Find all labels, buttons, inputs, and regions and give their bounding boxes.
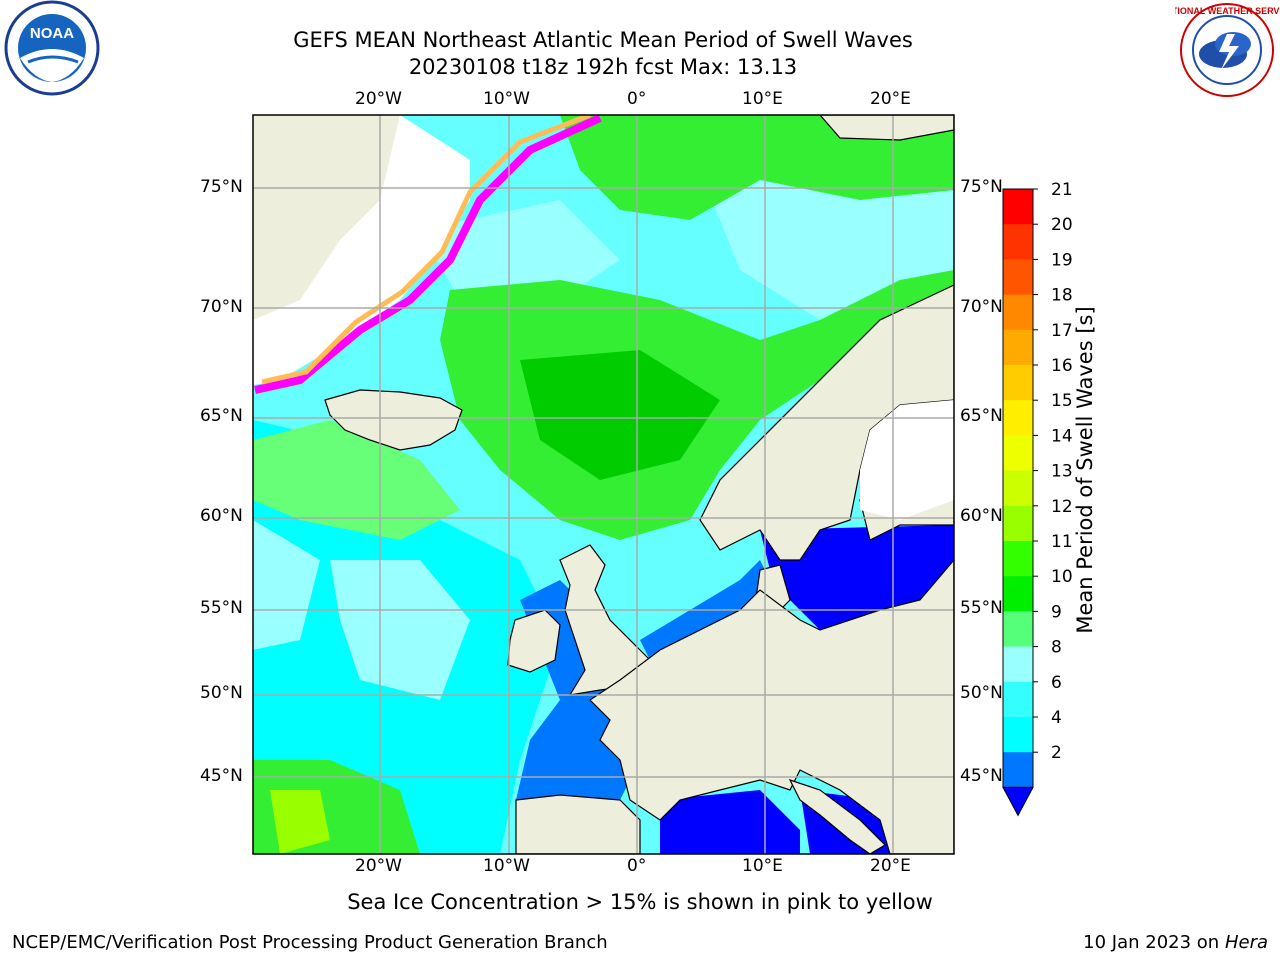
continental-europe-land — [589, 559, 954, 854]
colorbar-segment — [1003, 470, 1033, 507]
colorbar-tick-label: 20 — [1051, 215, 1073, 235]
footer-date: 10 Jan 2023 on — [1083, 932, 1225, 953]
map-graticule — [253, 115, 954, 854]
nws-logo: NATIONAL WEATHER SERVICE — [1175, 3, 1280, 97]
colorbar-segment — [1003, 752, 1033, 788]
colorbar-tick-label: 12 — [1051, 497, 1073, 517]
colorbar-tick-label: 18 — [1051, 286, 1073, 306]
colorbar-tick-label: 19 — [1051, 250, 1073, 270]
lat-label-left-60n: 60°N — [200, 506, 243, 526]
lat-label-right-65n: 65°N — [960, 406, 1003, 426]
lat-label-left-75n: 75°N — [200, 177, 243, 197]
lon-label-top-10e: 10°E — [742, 89, 783, 109]
colorbar-segment — [1003, 329, 1033, 366]
lon-label-top-20e: 20°E — [870, 89, 911, 109]
colorbar-tick-label: 21 — [1051, 180, 1073, 200]
colorbar-extend-arrow — [1002, 786, 1034, 817]
colorbar-segments — [1002, 188, 1034, 817]
lon-label-top-20w: 20°W — [355, 89, 402, 109]
colorbar-frame — [1002, 188, 1034, 788]
footer-left: NCEP/EMC/Verification Post Processing Pr… — [12, 932, 608, 953]
gulf-of-bothnia-ice — [860, 400, 954, 520]
colorbar-ticks: 21 20 19 18 17 16 15 14 13 12 11 10 9 8 6 4 2 — [1033, 180, 1073, 763]
colorbar-tick-label: 10 — [1051, 567, 1073, 587]
colorbar-segment — [1003, 681, 1033, 718]
noaa-logo: NOAA — [4, 0, 100, 96]
colorbar-segment — [1003, 400, 1033, 436]
colorbar-segment — [1003, 646, 1033, 683]
ocean-lightcyan-region-2 — [330, 560, 470, 700]
colorbar-segment — [1003, 505, 1033, 542]
lon-label-bottom-20w: 20°W — [355, 856, 402, 876]
lat-label-left-65n: 65°N — [200, 406, 243, 426]
swell-yellowgreen-southwest — [270, 790, 330, 854]
lon-label-top-10w: 10°W — [483, 89, 530, 109]
lat-label-right-70n: 70°N — [960, 297, 1003, 317]
colorbar-tick-label: 6 — [1051, 673, 1062, 693]
colorbar-segment — [1003, 435, 1033, 472]
lon-label-top-0: 0° — [627, 89, 647, 109]
map-frame — [252, 114, 955, 855]
ocean-lightcyan-region — [253, 520, 320, 650]
swell-lightgreen-west — [253, 420, 460, 540]
lon-label-bottom-10e: 10°E — [742, 856, 783, 876]
lat-label-right-50n: 50°N — [960, 683, 1003, 703]
colorbar-tick-label: 4 — [1051, 708, 1062, 728]
lon-label-bottom-20e: 20°E — [870, 856, 911, 876]
lon-label-bottom-10w: 10°W — [483, 856, 530, 876]
lat-label-left-50n: 50°N — [200, 683, 243, 703]
lat-label-left-70n: 70°N — [200, 297, 243, 317]
sea-ice-edge-yellow — [261, 115, 591, 385]
italy-land — [788, 778, 886, 854]
colorbar-tick-label: 17 — [1051, 321, 1073, 341]
lon-label-bottom-0: 0° — [627, 856, 647, 876]
footer-right: 10 Jan 2023 on Hera — [1083, 932, 1268, 953]
colorbar-segment — [1003, 189, 1033, 225]
colorbar-tick-label: 8 — [1051, 638, 1062, 658]
colorbar-tick-label: 15 — [1051, 391, 1073, 411]
sea-ice-edge-pink — [254, 115, 602, 394]
colorbar-label: Mean Period of Swell Waves [s] — [1073, 306, 1097, 634]
colorbar-segment — [1003, 611, 1033, 648]
noaa-logo-text: NOAA — [30, 25, 74, 42]
colorbar-tick-label: 2 — [1051, 743, 1062, 763]
colorbar-segment — [1003, 294, 1033, 331]
colorbar-segment — [1003, 541, 1033, 577]
svalbard-land — [819, 115, 954, 141]
greenland-land — [253, 115, 400, 320]
lat-label-right-60n: 60°N — [960, 506, 1003, 526]
colorbar-segment — [1003, 365, 1033, 401]
colorbar-segment — [1003, 717, 1033, 753]
iberia-land — [515, 794, 641, 854]
lat-label-right-75n: 75°N — [960, 177, 1003, 197]
baltic-blue — [760, 525, 954, 630]
iceland-land — [324, 389, 463, 451]
lat-label-left-45n: 45°N — [200, 766, 243, 786]
colorbar-segment — [1003, 224, 1033, 260]
colorbar-segment — [1003, 576, 1033, 612]
sea-ice-note: Sea Ice Concentration > 15% is shown in … — [347, 890, 933, 914]
colorbar-tick-label: 9 — [1051, 602, 1062, 622]
lat-label-right-45n: 45°N — [960, 766, 1003, 786]
chart-subtitle: 20230108 t18z 192h fcst Max: 13.13 — [408, 55, 798, 79]
colorbar-tick-label: 13 — [1051, 462, 1073, 482]
footer-host: Hera — [1224, 932, 1268, 953]
colorbar-tick-label: 14 — [1051, 426, 1073, 446]
swell-darkgreen-core — [520, 350, 720, 480]
lat-label-right-55n: 55°N — [960, 598, 1003, 618]
colorbar-tick-label: 11 — [1051, 532, 1073, 552]
nws-logo-text: NATIONAL WEATHER SERVICE — [1175, 6, 1280, 16]
colorbar-segment — [1003, 259, 1033, 296]
colorbar-tick-label: 16 — [1051, 356, 1073, 376]
lat-label-left-55n: 55°N — [200, 598, 243, 618]
swell-green-north — [560, 115, 954, 220]
chart-title: GEFS MEAN Northeast Atlantic Mean Period… — [293, 28, 913, 52]
